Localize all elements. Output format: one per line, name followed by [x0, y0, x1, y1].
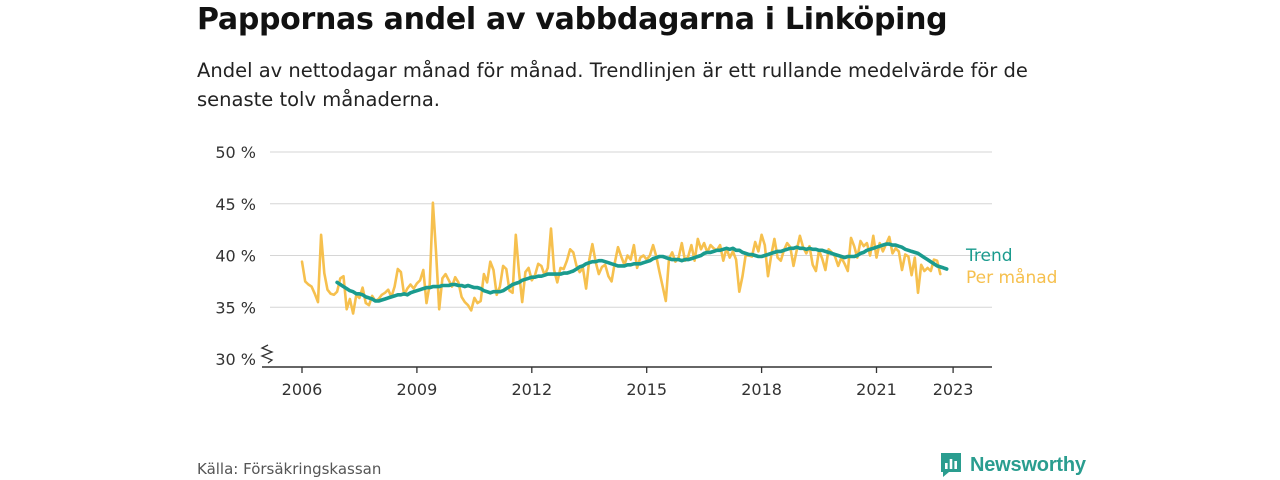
brand-name: Newsworthy — [970, 453, 1086, 476]
x-tick-label: 2018 — [741, 380, 782, 399]
y-tick-label: 35 % — [215, 298, 256, 317]
x-tick-label: 2006 — [282, 380, 323, 399]
axes: 30 % 35 % 40 % 45 % 50 % 2006 2009 2012 2015 2018… — [215, 143, 992, 399]
chart-title: Pappornas andel av vabbdagarna i Linköpi… — [197, 2, 948, 37]
series-trend-line — [335, 242, 949, 303]
newsworthy-logo-icon — [941, 453, 961, 477]
y-tick-label: 45 % — [215, 195, 256, 214]
y-tick-label: 50 % — [215, 143, 256, 162]
label-trend: Trend — [965, 246, 1013, 266]
y-tick-label: 30 % — [215, 350, 256, 369]
axis-break-icon — [260, 344, 274, 364]
grid — [270, 151, 992, 308]
x-tick-label: 2009 — [397, 380, 438, 399]
x-tick-label: 2012 — [511, 380, 552, 399]
label-per-manad: Per månad — [966, 267, 1057, 288]
chart-subtitle: Andel av nettodagar månad för månad. Tre… — [197, 59, 1028, 111]
y-tick-label: 40 % — [215, 247, 256, 266]
line-chart: 30 % 35 % 40 % 45 % 50 % 2006 2009 2012 2015 2018… — [215, 143, 1057, 399]
source-note: Källa: Försäkringskassan — [197, 460, 382, 478]
x-tick-label: 2021 — [856, 380, 897, 399]
newsworthy-brand[interactable]: Newsworthy — [939, 451, 1086, 479]
series — [300, 201, 949, 315]
x-tick-label: 2015 — [626, 380, 667, 399]
x-tick-label: 2023 — [933, 380, 974, 399]
